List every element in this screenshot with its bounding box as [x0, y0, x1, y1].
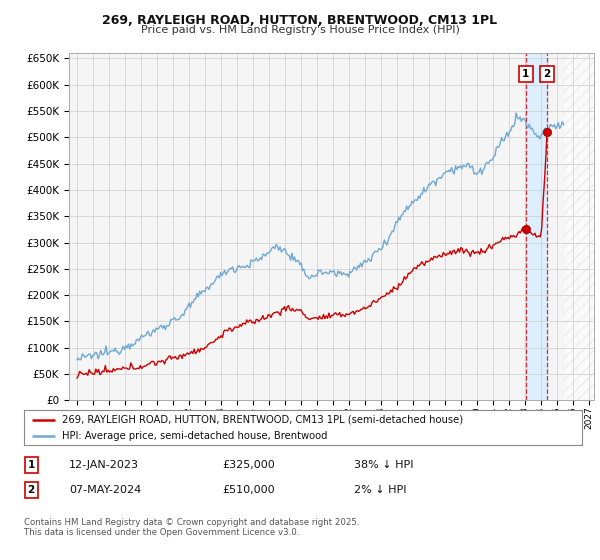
Text: 1: 1	[522, 69, 529, 80]
Text: 07-MAY-2024: 07-MAY-2024	[69, 485, 141, 495]
Text: Contains HM Land Registry data © Crown copyright and database right 2025.
This d: Contains HM Land Registry data © Crown c…	[24, 518, 359, 538]
Text: 2: 2	[28, 485, 35, 495]
Text: 1: 1	[28, 460, 35, 470]
Text: 38% ↓ HPI: 38% ↓ HPI	[354, 460, 413, 470]
Text: 2: 2	[544, 69, 551, 80]
Bar	[526, 53, 547, 400]
Bar	[563, 53, 594, 400]
Text: HPI: Average price, semi-detached house, Brentwood: HPI: Average price, semi-detached house,…	[62, 431, 328, 441]
Text: 269, RAYLEIGH ROAD, HUTTON, BRENTWOOD, CM13 1PL: 269, RAYLEIGH ROAD, HUTTON, BRENTWOOD, C…	[103, 14, 497, 27]
Text: 12-JAN-2023: 12-JAN-2023	[69, 460, 139, 470]
Text: £325,000: £325,000	[222, 460, 275, 470]
Text: 269, RAYLEIGH ROAD, HUTTON, BRENTWOOD, CM13 1PL (semi-detached house): 269, RAYLEIGH ROAD, HUTTON, BRENTWOOD, C…	[62, 415, 463, 425]
Text: 2% ↓ HPI: 2% ↓ HPI	[354, 485, 407, 495]
Text: Price paid vs. HM Land Registry's House Price Index (HPI): Price paid vs. HM Land Registry's House …	[140, 25, 460, 35]
Text: £510,000: £510,000	[222, 485, 275, 495]
Bar	[563, 53, 594, 400]
